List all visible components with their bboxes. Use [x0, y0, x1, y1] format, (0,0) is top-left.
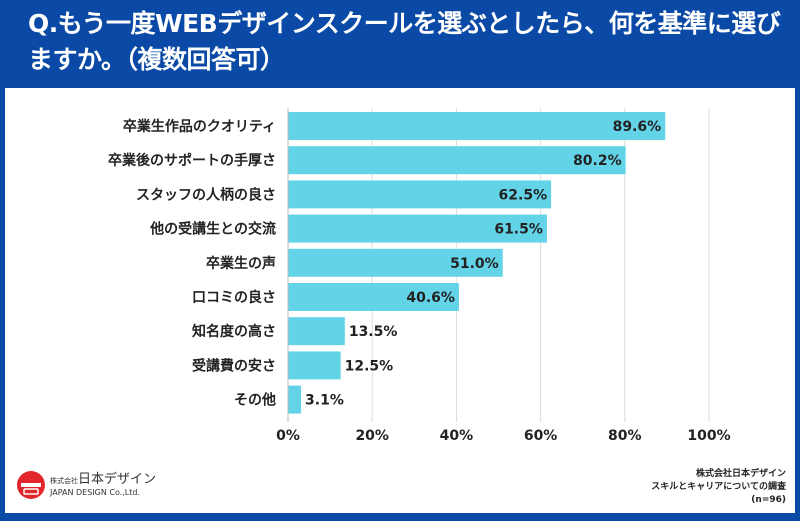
x-tick-label: 40%: [440, 428, 474, 444]
bar: [288, 214, 547, 243]
category-label: その他: [234, 392, 276, 409]
category-label: スタッフの人柄の良さ: [136, 186, 276, 203]
x-tick-label: 20%: [355, 428, 389, 444]
source-line-3: (n=96): [751, 495, 786, 505]
data-label: 61.5%: [494, 222, 543, 238]
bar: [288, 248, 503, 277]
data-label: 62.5%: [499, 187, 548, 203]
category-label: 知名度の高さ: [192, 323, 276, 340]
bar: [288, 385, 302, 414]
source-note: 株式会社日本デザイン スキルとキャリアについての調査 (n=96): [651, 468, 786, 507]
x-tick-label: 100%: [687, 428, 730, 444]
x-tick-label: 80%: [608, 428, 642, 444]
data-label: 51.0%: [450, 256, 499, 272]
bar: [288, 351, 341, 380]
logo-name: 日本デザイン: [78, 472, 157, 487]
data-label: 80.2%: [573, 153, 622, 169]
category-label: 卒業生作品のクオリティ: [123, 118, 276, 135]
bar: [288, 112, 666, 140]
source-line-2: スキルとキャリアについての調査: [651, 482, 786, 492]
logo-prefix: 株式会社: [50, 477, 78, 485]
data-label: 13.5%: [349, 324, 398, 340]
data-label: 12.5%: [345, 358, 394, 374]
data-label: 3.1%: [305, 393, 344, 409]
data-label: 40.6%: [406, 290, 455, 306]
category-label: 受講費の安さ: [192, 357, 276, 374]
bar: [288, 146, 626, 175]
x-tick-label: 0%: [276, 428, 300, 444]
category-label: 他の受講生との交流: [149, 221, 276, 238]
category-label: 口コミの良さ: [192, 289, 276, 306]
logo-en: JAPAN DESIGN Co.,Ltd.: [50, 488, 141, 497]
chart-title: Q.もう一度WEBデザインスクールを選ぶとしたら、何を基準に選びますか。（複数回…: [28, 9, 781, 74]
x-tick-label: 60%: [524, 428, 558, 444]
source-line-1: 株式会社日本デザイン: [695, 469, 786, 479]
bar: [288, 283, 459, 311]
bar: [288, 180, 552, 209]
category-label: 卒業後のサポートの手厚さ: [108, 152, 276, 169]
company-logo: 株式会社日本デザイン JAPAN DESIGN Co.,Ltd.: [16, 470, 156, 500]
category-label: 卒業生の声: [206, 255, 276, 272]
data-label: 89.6%: [613, 119, 662, 135]
bar: [288, 317, 345, 346]
logo-icon: [17, 471, 45, 499]
